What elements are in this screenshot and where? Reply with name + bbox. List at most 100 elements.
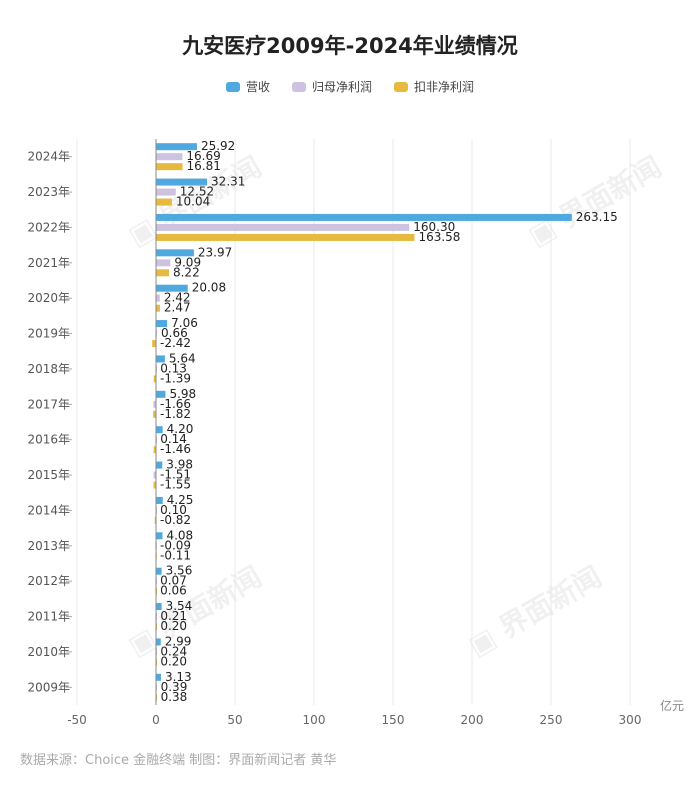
x-tick-label: 300 — [619, 713, 642, 727]
bar-0 — [156, 461, 163, 469]
legend-swatch — [225, 81, 240, 92]
bar-2 — [156, 304, 160, 312]
x-tick-label: 0 — [152, 713, 160, 727]
data-label: 0.38 — [161, 690, 188, 704]
y-tick-label: 2020年 — [27, 291, 70, 305]
data-label: 9.09 — [174, 255, 201, 269]
bar-1 — [153, 400, 156, 408]
data-label: 0.20 — [160, 654, 187, 668]
bar-1 — [156, 153, 183, 161]
bar-2 — [153, 375, 156, 383]
chart-title: 九安医疗2009年-2024年业绩情况 — [182, 34, 518, 58]
bar-1 — [156, 294, 160, 302]
y-tick-label: 2012年 — [27, 574, 70, 588]
data-label: 2.47 — [164, 301, 191, 315]
x-tick-label: 150 — [382, 713, 405, 727]
data-label: 3.56 — [166, 564, 193, 578]
data-label: 3.54 — [166, 599, 193, 613]
bar-0 — [156, 213, 572, 221]
bar-2 — [154, 516, 156, 524]
y-tick-label: 2019年 — [27, 327, 70, 341]
bar-2 — [152, 340, 156, 348]
data-label: 0.39 — [161, 680, 188, 694]
y-tick-label: 2013年 — [27, 539, 70, 553]
bar-2 — [156, 198, 172, 206]
legend-label: 归母净利润 — [311, 80, 372, 94]
bar-0 — [156, 496, 163, 504]
y-tick-label: 2015年 — [27, 468, 70, 482]
legend-item[interactable]: 营收 — [225, 78, 270, 95]
data-label: -1.55 — [160, 478, 191, 492]
y-tick-label: 2010年 — [27, 645, 70, 659]
data-label: 0.24 — [160, 644, 187, 658]
data-label: 10.04 — [176, 195, 210, 209]
data-label: -1.46 — [160, 442, 191, 456]
bar-0 — [156, 178, 208, 186]
data-label: 263.15 — [576, 210, 618, 224]
data-label: -0.09 — [160, 538, 191, 552]
x-tick-label: 100 — [303, 713, 326, 727]
legend-item[interactable]: 归母净利润 — [291, 78, 372, 95]
y-tick-label: 2009年 — [27, 680, 70, 694]
data-label: -1.82 — [160, 407, 191, 421]
data-label: 2.99 — [165, 634, 192, 648]
data-label: -2.42 — [160, 336, 191, 350]
data-label: 3.13 — [165, 670, 192, 684]
bar-2 — [156, 233, 415, 241]
bar-2 — [153, 481, 156, 489]
data-label: 3.98 — [166, 458, 193, 472]
x-tick-label: 250 — [540, 713, 563, 727]
y-tick-label: 2017年 — [27, 397, 70, 411]
data-label: 12.52 — [180, 185, 214, 199]
y-tick-label: 2018年 — [27, 362, 70, 376]
y-tick-label: 2023年 — [27, 185, 70, 199]
bar-1 — [153, 471, 156, 479]
legend-label: 扣非净利润 — [414, 80, 475, 94]
bar-0 — [156, 284, 188, 292]
y-tick-label: 2022年 — [27, 220, 70, 234]
unit-label: 亿元 — [660, 698, 684, 713]
bar-1 — [156, 330, 158, 338]
bar-2 — [156, 163, 183, 171]
bar-0 — [156, 355, 165, 363]
data-label: 23.97 — [198, 245, 232, 259]
data-label: 163.58 — [418, 230, 460, 244]
data-label: 160.30 — [413, 220, 455, 234]
bar-2 — [153, 446, 156, 454]
data-label: 8.22 — [173, 265, 200, 279]
data-label: 20.08 — [192, 281, 226, 295]
bar-2 — [156, 269, 169, 277]
data-label: 4.25 — [167, 493, 194, 507]
x-tick-label: 200 — [461, 713, 484, 727]
bar-0 — [156, 532, 163, 540]
y-tick-label: 2016年 — [27, 433, 70, 447]
y-tick-label: 2024年 — [27, 150, 70, 164]
bar-0 — [156, 320, 168, 328]
data-label: -0.11 — [160, 548, 191, 562]
data-label: 0.07 — [160, 574, 187, 588]
legend-item[interactable]: 扣非净利润 — [394, 78, 474, 95]
data-label: 5.64 — [169, 351, 196, 365]
data-label: -1.51 — [160, 468, 191, 482]
data-label: 5.98 — [169, 387, 196, 401]
data-label: -1.39 — [160, 371, 191, 385]
x-tick-label: 50 — [227, 713, 242, 727]
data-label: 0.66 — [161, 326, 188, 340]
source-note: 数据来源：Choice 金融终端 制图：界面新闻记者 黄华 — [20, 753, 337, 768]
data-label: 4.08 — [166, 528, 193, 542]
legend-swatch — [394, 81, 408, 92]
data-label: 0.13 — [160, 361, 187, 375]
y-tick-label: 2011年 — [27, 610, 70, 624]
data-label: 25.92 — [201, 139, 235, 153]
data-label: 4.20 — [167, 422, 194, 436]
y-tick-label: 2021年 — [27, 256, 70, 270]
data-label: 2.42 — [164, 291, 191, 305]
data-label: 7.06 — [171, 316, 198, 330]
bar-1 — [156, 223, 410, 231]
x-tick-label: -50 — [67, 713, 87, 727]
bar-0 — [156, 426, 163, 434]
bar-0 — [156, 603, 162, 611]
bar-0 — [156, 249, 194, 257]
legend-label: 营收 — [245, 80, 270, 94]
